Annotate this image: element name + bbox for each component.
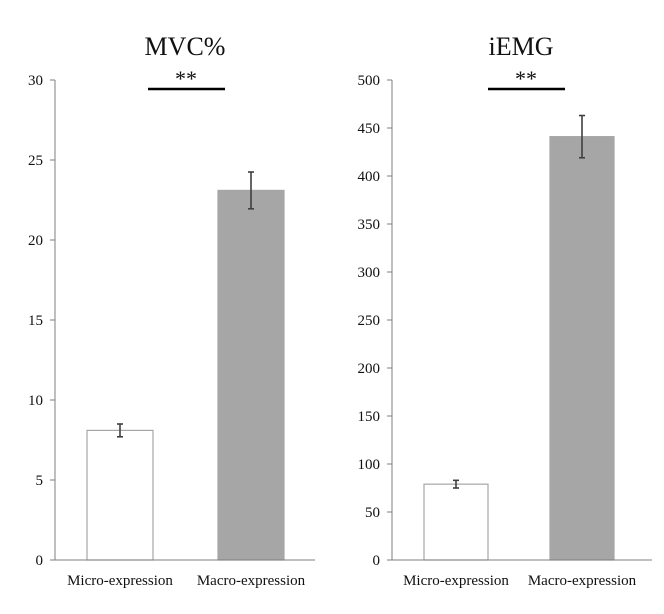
iemg-category-label-macro: Macro-expression (528, 573, 637, 589)
mvc-y-tick-label: 20 (28, 233, 43, 249)
iemg-significance-label: ** (515, 66, 537, 91)
mvc-y-tick-label: 30 (28, 73, 43, 89)
iemg-y-tick-label: 400 (358, 169, 381, 185)
iemg-y-tick-label: 500 (358, 73, 381, 89)
iemg-panel: iEMG ** Micro-expression Macro-expressio… (358, 32, 652, 589)
iemg-y-tick-label: 350 (358, 217, 381, 233)
mvc-y-tick-label: 0 (36, 553, 44, 569)
mvc-y-tick-label: 25 (28, 153, 43, 169)
mvc-y-tick-label: 10 (28, 393, 43, 409)
iemg-bar-micro (423, 483, 489, 561)
iemg-y-tick-label: 0 (373, 553, 381, 569)
iemg-y-tick-label: 50 (365, 505, 380, 521)
mvc-significance-label: ** (175, 66, 197, 91)
iemg-y-tick-label: 100 (358, 457, 381, 473)
iemg-chart-title: iEMG (489, 32, 554, 61)
mvc-bar-macro (217, 189, 285, 561)
mvc-y-tick-label: 15 (28, 313, 43, 329)
iemg-y-tick-label: 200 (358, 361, 381, 377)
iemg-y-tick-label: 150 (358, 409, 381, 425)
mvc-y-tick-label: 5 (36, 473, 44, 489)
mvc-panel: MVC% ** Micro-expression Macro-expressio… (28, 32, 315, 589)
iemg-category-label-micro: Micro-expression (403, 573, 509, 589)
mvc-bar-micro (86, 429, 154, 561)
mvc-category-label-micro: Micro-expression (67, 573, 173, 589)
iemg-y-tick-label: 300 (358, 265, 381, 281)
mvc-category-label-macro: Macro-expression (197, 573, 306, 589)
mvc-chart-title: MVC% (145, 32, 226, 61)
iemg-bar-macro (549, 136, 615, 561)
iemg-y-tick-label: 450 (358, 121, 381, 137)
iemg-y-tick-label: 250 (358, 313, 381, 329)
